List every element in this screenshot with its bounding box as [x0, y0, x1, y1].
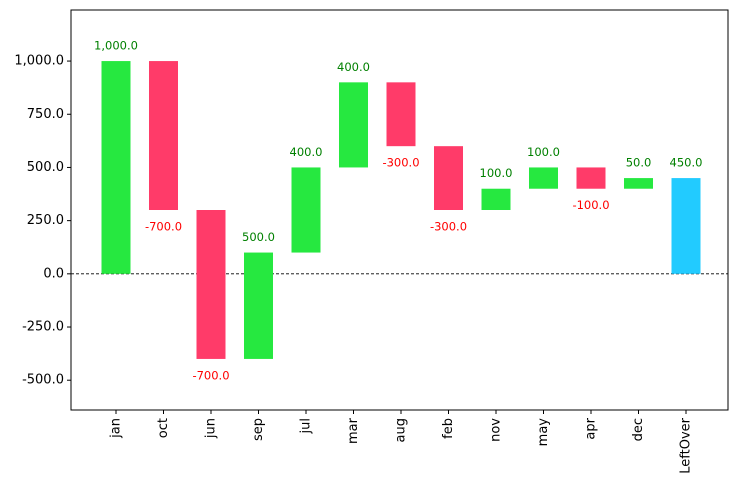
- x-tick-label: nov: [489, 418, 504, 442]
- bar: [671, 178, 701, 274]
- bar: [291, 167, 321, 253]
- x-tick-label: sep: [251, 418, 266, 441]
- y-tick-label: 0.0: [43, 266, 64, 281]
- bar: [624, 178, 653, 189]
- bar: [529, 167, 558, 189]
- y-tick-label: 500.0: [27, 160, 64, 175]
- value-label: -300.0: [382, 156, 419, 170]
- x-tick-label: may: [536, 418, 551, 447]
- bar: [149, 61, 178, 211]
- value-label: 500.0: [242, 230, 275, 244]
- x-tick-label: jul: [299, 418, 314, 434]
- value-label: -300.0: [430, 220, 467, 234]
- y-tick-label: 750.0: [27, 107, 64, 122]
- value-label: 450.0: [670, 156, 703, 170]
- x-tick-label: feb: [441, 418, 456, 439]
- x-tick-label: LeftOver: [679, 417, 694, 473]
- x-tick-label: apr: [584, 417, 599, 439]
- value-label: -100.0: [572, 198, 609, 212]
- value-label: 100.0: [480, 166, 513, 180]
- value-label: 400.0: [290, 145, 323, 159]
- bar: [101, 61, 131, 274]
- x-tick-label: dec: [631, 418, 646, 441]
- bar: [244, 252, 273, 359]
- bar: [481, 188, 511, 210]
- y-tick-label: -250.0: [22, 320, 64, 335]
- bar: [434, 146, 463, 210]
- x-tick-label: mar: [346, 417, 361, 444]
- bar: [196, 210, 226, 359]
- y-tick-label: 250.0: [27, 213, 64, 228]
- x-tick-label: aug: [394, 418, 409, 442]
- value-label: -700.0: [145, 220, 182, 234]
- bar: [576, 167, 606, 189]
- x-tick-label: jan: [109, 418, 124, 439]
- bar: [386, 82, 416, 147]
- value-label: -700.0: [192, 368, 229, 382]
- x-tick-label: oct: [156, 418, 171, 438]
- x-tick-label: jun: [204, 418, 219, 439]
- bar: [339, 82, 368, 168]
- value-label: 50.0: [626, 156, 652, 170]
- y-tick-label: -500.0: [22, 373, 64, 388]
- value-label: 400.0: [337, 60, 370, 74]
- y-tick-label: 1,000.0: [14, 54, 64, 69]
- value-label: 100.0: [527, 145, 560, 159]
- value-label: 1,000.0: [94, 39, 138, 53]
- axes-frame: [70, 9, 729, 411]
